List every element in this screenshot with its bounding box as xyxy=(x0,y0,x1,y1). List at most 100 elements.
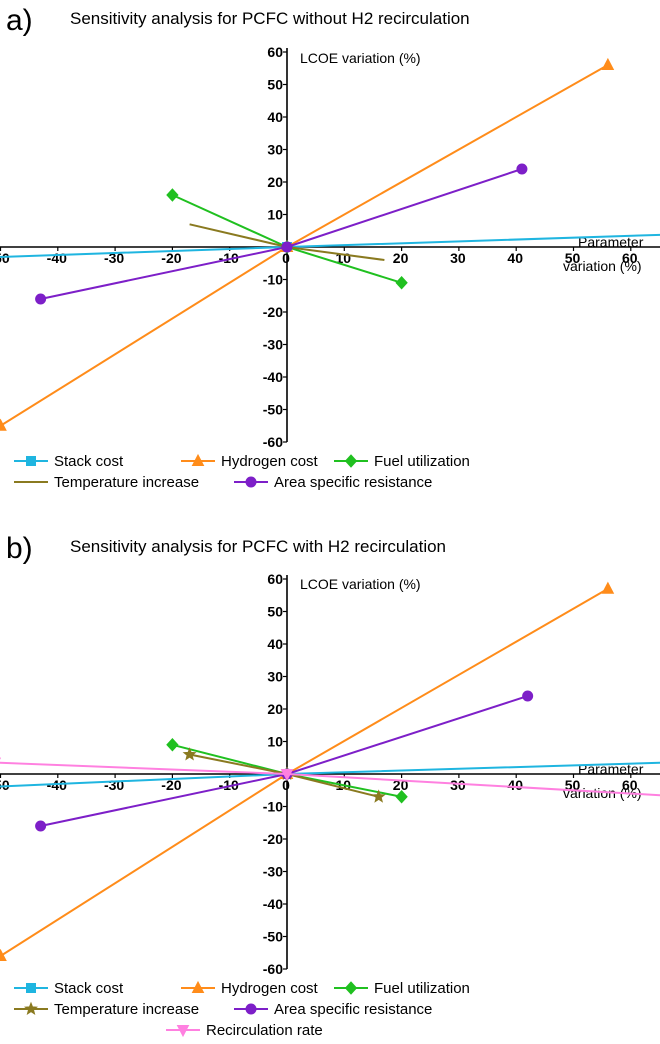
y-tick-label: 30 xyxy=(267,142,283,158)
legend-marker xyxy=(176,1025,190,1038)
chart-title: Sensitivity analysis for PCFC with H2 re… xyxy=(70,537,446,556)
series-line xyxy=(0,64,609,427)
data-point xyxy=(0,948,7,961)
data-point xyxy=(395,276,408,290)
legend-label: Stack cost xyxy=(54,453,124,470)
legend-entry: Area specific resistance xyxy=(234,1001,432,1018)
x-tick-label: 20 xyxy=(393,250,409,266)
legend-label: Hydrogen cost xyxy=(221,453,319,470)
y-tick-label: 30 xyxy=(267,669,283,685)
x-tick-label: 40 xyxy=(507,777,523,793)
x-tick-label: -10 xyxy=(219,777,239,793)
data-point xyxy=(35,820,47,832)
y-tick-label: -40 xyxy=(263,369,283,385)
x-tick-label: 30 xyxy=(450,777,466,793)
panel-label: b) xyxy=(6,532,33,565)
data-point xyxy=(166,188,179,202)
y-tick-label: -20 xyxy=(263,831,283,847)
data-point xyxy=(371,789,386,803)
chart-panel-b: b) Sensitivity analysis for PCFC with H2 … xyxy=(0,532,660,1039)
x-tick-label: -20 xyxy=(161,250,181,266)
y-tick-label: -50 xyxy=(263,929,283,945)
x-tick-label: -10 xyxy=(219,250,239,266)
y-tick-label: -10 xyxy=(263,272,283,288)
legend-label: Area specific resistance xyxy=(274,1001,432,1018)
legend-marker xyxy=(26,456,36,466)
y-tick-label: -30 xyxy=(263,864,283,880)
legend-marker xyxy=(23,1001,39,1015)
x-tick-label: -30 xyxy=(104,777,124,793)
legend-entry: Recirculation rate xyxy=(166,1022,323,1039)
series-area-specific-resistance xyxy=(35,690,534,832)
y-tick-label: 60 xyxy=(267,571,283,587)
y-tick-label: 50 xyxy=(267,77,283,93)
legend-entry: Temperature increase xyxy=(14,1001,199,1018)
data-point xyxy=(601,57,615,70)
y-tick-label: 10 xyxy=(267,734,283,750)
x-tick-label: 0 xyxy=(282,250,290,266)
y-tick-label: 20 xyxy=(267,174,283,190)
legend-marker xyxy=(191,980,205,993)
x-tick-label: 50 xyxy=(565,777,581,793)
y-tick-label: -30 xyxy=(263,337,283,353)
legend-label: Area specific resistance xyxy=(274,474,432,491)
legend-entry: Fuel utilization xyxy=(334,980,470,997)
x-tick-label: -50 xyxy=(0,250,10,266)
x-tick-label: -40 xyxy=(47,250,67,266)
legend-label: Fuel utilization xyxy=(374,980,470,997)
series-stack-cost xyxy=(0,761,660,788)
data-point xyxy=(601,581,615,594)
legend-entry: Hydrogen cost xyxy=(181,980,319,997)
y-tick-label: -40 xyxy=(263,896,283,912)
series-hydrogen-cost xyxy=(0,57,615,431)
data-point xyxy=(395,790,408,804)
legend-marker xyxy=(26,983,36,993)
series-area-specific-resistance xyxy=(35,163,528,305)
y-tick-label: -20 xyxy=(263,304,283,320)
legend-entry: Area specific resistance xyxy=(234,474,432,491)
legend-entry: Hydrogen cost xyxy=(181,453,319,470)
legend-label: Fuel utilization xyxy=(374,453,470,470)
legend-marker xyxy=(245,476,257,488)
legend-label: Hydrogen cost xyxy=(221,980,319,997)
y-tick-label: -60 xyxy=(263,961,283,977)
data-point xyxy=(522,690,534,702)
data-point xyxy=(182,747,197,761)
chart-title: Sensitivity analysis for PCFC without H2… xyxy=(70,9,470,28)
legend-marker xyxy=(344,454,358,468)
series-stack-cost xyxy=(0,233,660,259)
legend-marker xyxy=(245,1003,257,1015)
data-point xyxy=(281,241,293,253)
legend-label: Temperature increase xyxy=(54,474,199,491)
x-tick-label: 30 xyxy=(450,250,466,266)
x-tick-label: -20 xyxy=(161,777,181,793)
y-tick-label: 40 xyxy=(267,109,283,125)
x-tick-label: 40 xyxy=(507,250,523,266)
y-axis-label: LCOE variation (%) xyxy=(300,576,421,592)
x-tick-label: 0 xyxy=(282,777,290,793)
legend-label: Temperature increase xyxy=(54,1001,199,1018)
data-point xyxy=(35,293,47,305)
legend-marker xyxy=(344,981,358,995)
y-axis-label: LCOE variation (%) xyxy=(300,50,421,66)
legend-marker xyxy=(191,453,205,466)
data-point xyxy=(0,418,7,431)
x-axis-label-line2: variation (%) xyxy=(563,258,642,274)
y-tick-label: -60 xyxy=(263,434,283,450)
x-axis-label-line2: variation (%) xyxy=(563,785,642,801)
legend-label: Recirculation rate xyxy=(206,1022,323,1039)
legend-entry: Temperature increase xyxy=(14,474,199,491)
y-tick-label: 60 xyxy=(267,44,283,60)
y-tick-label: -50 xyxy=(263,402,283,418)
y-tick-label: 40 xyxy=(267,636,283,652)
data-point xyxy=(280,769,294,782)
legend-label: Stack cost xyxy=(54,980,124,997)
series-line xyxy=(0,587,609,957)
legend-entry: Fuel utilization xyxy=(334,453,470,470)
x-tick-label: 60 xyxy=(622,777,638,793)
series-hydrogen-cost xyxy=(0,581,615,961)
y-tick-label: 20 xyxy=(267,701,283,717)
y-tick-label: 10 xyxy=(267,207,283,223)
series-recirculation-rate xyxy=(0,757,660,797)
